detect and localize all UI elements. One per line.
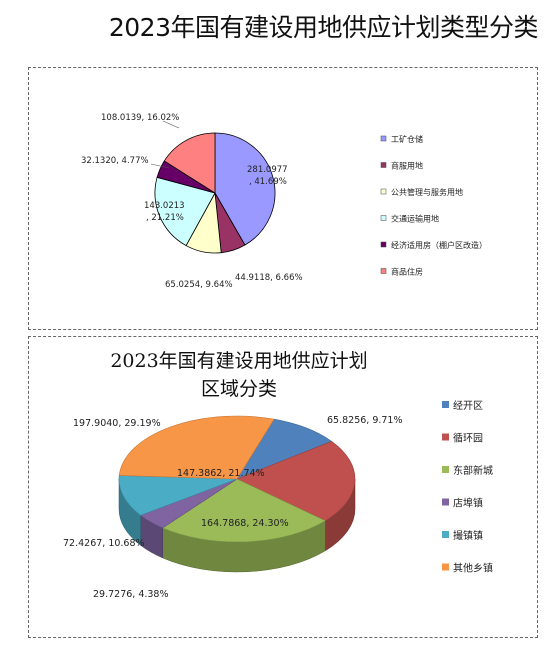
pie-slice-3 <box>162 478 326 543</box>
data-label-5: 72.4267, 10.68% <box>63 538 145 549</box>
chart-title-line1: 2023年国有建设用地供应计划 <box>110 350 367 372</box>
legend-swatch-5 <box>380 241 387 248</box>
legend-swatch-4 <box>380 215 387 221</box>
legend-swatch-5 <box>442 531 449 538</box>
data-label-1: 65.8256, 9.71% <box>327 415 403 426</box>
data-label-2: 44.9118, 6.66% <box>235 273 303 283</box>
data-label-6: 108.0139, 16.02% <box>101 113 179 123</box>
legend-swatch-2 <box>442 433 449 441</box>
pie-slice-6 <box>163 132 216 194</box>
chart-title-line2: 区域分类 <box>201 378 277 400</box>
legend-swatch-2 <box>380 162 387 168</box>
data-label-3: 164.7868, 24.30% <box>201 518 289 529</box>
data-label-3: 65.0254, 9.64% <box>165 280 233 290</box>
data-label-1-value: 281.0977 <box>247 165 288 175</box>
legend-swatch-1 <box>380 135 387 142</box>
legend-label-2: 循环园 <box>453 432 483 445</box>
legend-swatch-6 <box>380 268 387 274</box>
data-label-1-percent: , 41.69% <box>249 177 287 187</box>
pie-slice-4 <box>154 176 216 247</box>
page-title: 2023年国有建设用地供应计划类型分类 <box>108 13 539 42</box>
legend-swatch-3 <box>442 466 449 473</box>
legend-label-1: 工矿仓储 <box>391 134 423 144</box>
legend-label-2: 商服用地 <box>391 161 423 171</box>
legend-label-4: 交通运输用地 <box>391 214 439 224</box>
legend-label-3: 公共管理与服务用地 <box>391 187 463 197</box>
legend-label-5: 撮镇镇 <box>453 529 483 542</box>
pie-slice-2 <box>236 440 356 522</box>
leader-line-1 <box>162 120 180 129</box>
legend-label-3: 东部新城 <box>453 464 493 477</box>
legend-label-6: 其他乡镇 <box>453 562 493 575</box>
legend-swatch-6 <box>442 563 449 571</box>
leader-line-2 <box>150 163 170 169</box>
data-label-4-percent: , 21.21% <box>146 213 184 223</box>
legend-swatch-1 <box>442 401 449 408</box>
legend-swatch-4 <box>442 498 449 506</box>
legend-label-5: 经济适用房（棚户区改造） <box>391 240 487 250</box>
data-label-2: 147.3862, 21.74% <box>177 468 265 479</box>
legend-label-6: 商品住房 <box>391 267 423 277</box>
pie-slice-1 <box>214 132 276 246</box>
data-label-6: 197.9040, 29.19% <box>73 418 161 429</box>
legend-label-1: 经开区 <box>453 399 483 412</box>
pie-slice-5 <box>118 475 238 516</box>
data-label-4: 29.7276, 4.38% <box>93 589 169 600</box>
chart-panel-type: 281.0977 , 41.69% 工矿仓储 44.9118, 6.66% 商服用地 65… <box>28 67 538 330</box>
pie-side-walls <box>118 478 356 573</box>
data-label-4-value: 143.0213 <box>144 201 185 211</box>
chart-panel-region: 2023年国有建设用地供应计划 区域分类 65.8256, 9.71% 147.386… <box>28 336 538 638</box>
legend-swatch-3 <box>380 188 387 195</box>
pie-slice-6 <box>118 415 275 480</box>
data-label-5: 32.1320, 4.77% <box>81 156 149 166</box>
type-pie-chart: 281.0977 , 41.69% 工矿仓储 44.9118, 6.66% 商服用地 65… <box>81 113 487 290</box>
legend-label-4: 店埠镇 <box>453 497 483 510</box>
